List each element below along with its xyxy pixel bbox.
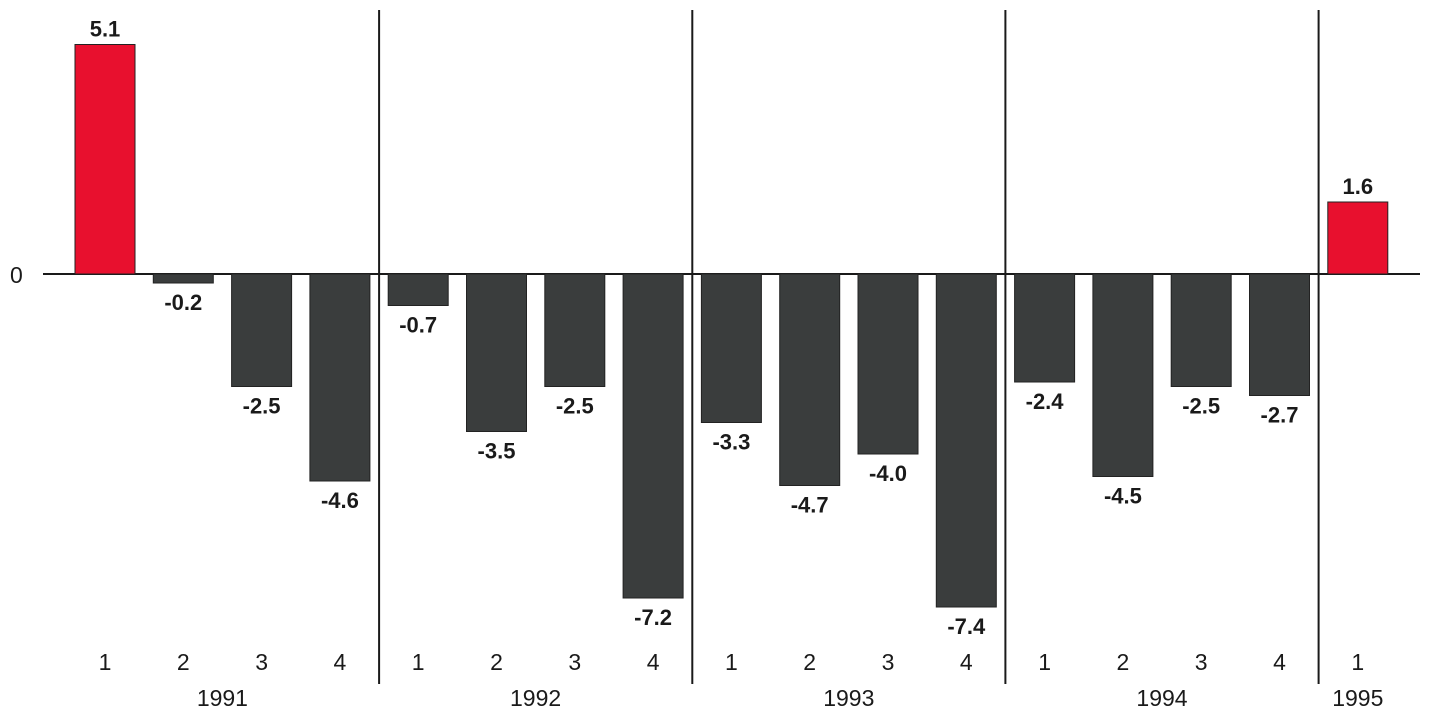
- quarter-tick-label: 3: [882, 649, 895, 675]
- bar-1993-q2: [779, 273, 841, 486]
- bar-1992-q2: [466, 273, 527, 432]
- quarter-tick-label: 1: [1351, 649, 1364, 675]
- year-label-1995: 1995: [1332, 685, 1383, 711]
- bar-1992-q4: [622, 273, 684, 599]
- bar-1991-q4: [309, 273, 371, 482]
- year-labels-group: 1991 1992 1993 1994 1995: [197, 685, 1384, 711]
- value-label-1994-q3: -2.5: [1182, 394, 1220, 419]
- quarter-tick-label: 4: [960, 649, 973, 675]
- quarter-tick-label: 2: [177, 649, 190, 675]
- bar-1994-q3: [1170, 273, 1232, 387]
- value-label-1992-q4: -7.2: [634, 605, 672, 630]
- bar-1994-q4: [1249, 273, 1310, 396]
- value-label-1991-q2: -0.2: [164, 290, 202, 315]
- bar-1992-q1: [387, 273, 449, 306]
- quarter-tick-label: 1: [412, 649, 425, 675]
- bar-1994-q2: [1092, 273, 1154, 477]
- quarter-tick-label: 2: [1117, 649, 1130, 675]
- bar-1992-q3: [544, 273, 606, 387]
- quarter-tick-label: 1: [1038, 649, 1051, 675]
- quarter-tick-label: 4: [334, 649, 347, 675]
- quarter-tick-label: 3: [255, 649, 268, 675]
- value-label-1994-q2: -4.5: [1104, 484, 1142, 509]
- value-label-1992-q2: -3.5: [478, 439, 516, 464]
- value-label-1994-q1: -2.4: [1026, 389, 1065, 414]
- bar-1993-q3: [857, 273, 919, 455]
- zero-axis-label: 0: [10, 262, 23, 288]
- bars-group: [74, 44, 1389, 608]
- bar-1994-q1: [1014, 273, 1076, 383]
- bar-1991-q2: [152, 273, 214, 284]
- value-label-1991-q4: -4.6: [321, 488, 359, 513]
- value-label-1991-q1: 5.1: [90, 17, 121, 42]
- quarter-tick-label: 3: [1195, 649, 1208, 675]
- quarter-labels-group: 1 2 3 4 1 2 3 4 1 2 3 4 1 2 3 4 1: [99, 649, 1365, 675]
- value-label-1993-q2: -4.7: [791, 493, 829, 518]
- bar-1995-q1: [1327, 201, 1389, 275]
- value-label-1993-q1: -3.3: [712, 430, 750, 455]
- quarter-tick-label: 4: [647, 649, 660, 675]
- year-label-1993: 1993: [823, 685, 874, 711]
- value-label-1995-q1: 1.6: [1343, 174, 1374, 199]
- value-label-1993-q4: -7.4: [947, 614, 986, 639]
- year-label-1994: 1994: [1136, 685, 1187, 711]
- quarter-tick-label: 2: [490, 649, 503, 675]
- quarter-tick-label: 1: [725, 649, 738, 675]
- value-label-1994-q4: -2.7: [1261, 403, 1299, 428]
- year-dividers: [378, 10, 1320, 684]
- bar-1993-q1: [700, 273, 762, 423]
- bar-1993-q4: [935, 273, 997, 608]
- quarter-tick-label: 2: [803, 649, 816, 675]
- year-label-1991: 1991: [197, 685, 248, 711]
- value-label-1992-q3: -2.5: [556, 394, 594, 419]
- value-label-1992-q1: -0.7: [399, 313, 437, 338]
- value-labels-group: 5.1 -0.2 -2.5 -4.6 -0.7 -3.5 -2.5 -7.2 -3.3 -4.7 -…: [90, 17, 1373, 640]
- quarter-tick-label: 1: [99, 649, 112, 675]
- value-label-1991-q3: -2.5: [243, 394, 281, 419]
- bar-1991-q3: [231, 273, 293, 387]
- value-label-1993-q3: -4.0: [869, 461, 907, 486]
- bar-1991-q1: [74, 44, 136, 275]
- quarter-tick-label: 3: [568, 649, 581, 675]
- quarter-tick-label: 4: [1273, 649, 1286, 675]
- year-label-1992: 1992: [510, 685, 561, 711]
